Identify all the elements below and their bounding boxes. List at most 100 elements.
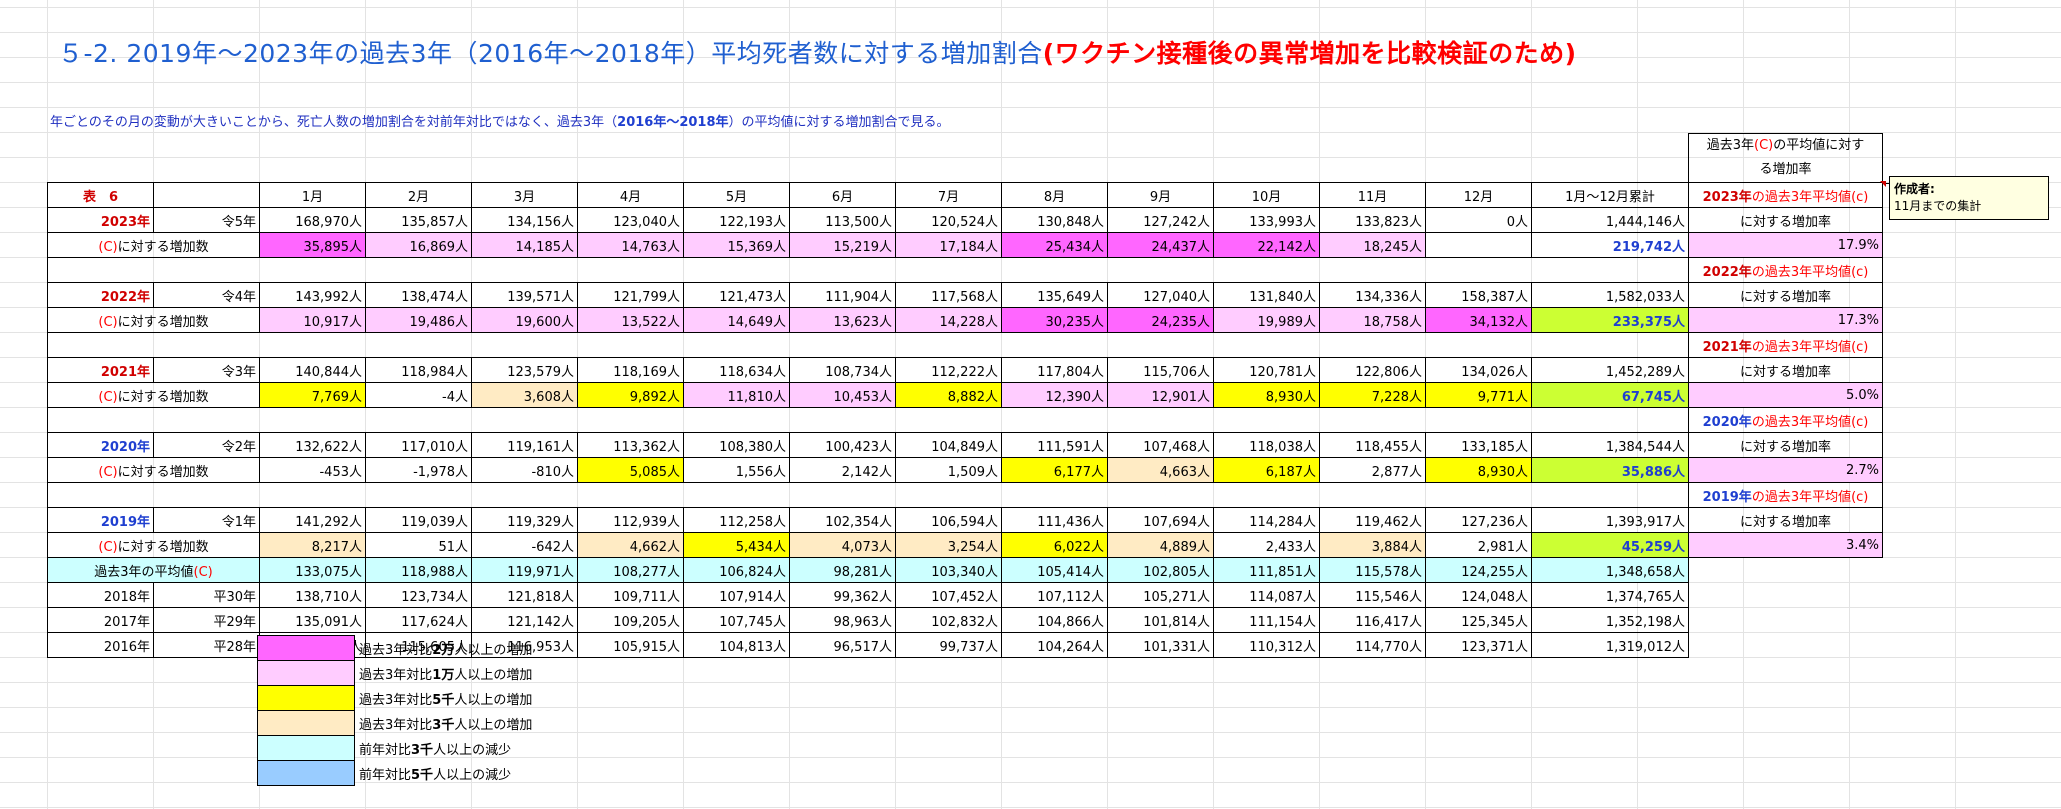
increase-value[interactable]: 8,217人 xyxy=(259,532,366,558)
month-value[interactable]: 141,292人 xyxy=(259,507,366,533)
month-value[interactable]: 139,571人 xyxy=(471,282,578,308)
past-month-value[interactable]: 138,710人 xyxy=(259,582,366,608)
past-year-label[interactable]: 2018年 xyxy=(47,582,154,608)
month-value[interactable]: 107,694人 xyxy=(1107,507,1214,533)
increase-value[interactable]: 2,142人 xyxy=(789,457,896,483)
past-month-value[interactable]: 121,142人 xyxy=(471,607,578,633)
month-value[interactable]: 112,222人 xyxy=(895,357,1002,383)
month-value[interactable]: 168,970人 xyxy=(259,207,366,233)
average-value[interactable]: 106,824人 xyxy=(683,557,790,583)
past-month-value[interactable]: 104,866人 xyxy=(1001,607,1108,633)
side-year-title[interactable]: 2022年の過去3年平均値(c) xyxy=(1688,257,1883,283)
month-value[interactable]: 134,026人 xyxy=(1425,357,1532,383)
past-month-value[interactable]: 104,813人 xyxy=(683,632,790,658)
era-label[interactable]: 令2年 xyxy=(153,432,260,458)
year-total[interactable]: 1,582,033人 xyxy=(1531,282,1689,308)
month-value[interactable]: 112,939人 xyxy=(577,507,684,533)
past-month-value[interactable]: 99,737人 xyxy=(895,632,1002,658)
month-value[interactable]: 133,185人 xyxy=(1425,432,1532,458)
month-value[interactable]: 118,984人 xyxy=(365,357,472,383)
month-value[interactable]: 111,591人 xyxy=(1001,432,1108,458)
side-year-title[interactable]: 2021年の過去3年平均値(c) xyxy=(1688,332,1883,358)
past-year-label[interactable]: 2016年 xyxy=(47,632,154,658)
month-value[interactable]: 138,474人 xyxy=(365,282,472,308)
month-value[interactable]: 120,781人 xyxy=(1213,357,1320,383)
side-rate-label[interactable]: に対する増加率 xyxy=(1688,432,1883,458)
side-rate[interactable]: 5.0% xyxy=(1688,382,1883,408)
past-month-value[interactable]: 123,371人 xyxy=(1425,632,1532,658)
past-month-value[interactable]: 107,452人 xyxy=(895,582,1002,608)
past-month-value[interactable]: 114,087人 xyxy=(1213,582,1320,608)
month-value[interactable]: 119,039人 xyxy=(365,507,472,533)
increase-value[interactable]: 24,437人 xyxy=(1107,232,1214,258)
increase-value[interactable]: 51人 xyxy=(365,532,472,558)
increase-value[interactable]: -810人 xyxy=(471,457,578,483)
past-month-value[interactable]: 107,914人 xyxy=(683,582,790,608)
increase-total[interactable]: 233,375人 xyxy=(1531,307,1689,333)
month-value[interactable]: 131,840人 xyxy=(1213,282,1320,308)
increase-value[interactable]: 12,901人 xyxy=(1107,382,1214,408)
past-month-value[interactable]: 107,745人 xyxy=(683,607,790,633)
increase-value[interactable] xyxy=(1425,232,1532,258)
month-value[interactable]: 134,156人 xyxy=(471,207,578,233)
year-total[interactable]: 1,444,146人 xyxy=(1531,207,1689,233)
side-year-title[interactable]: 2020年の過去3年平均値(c) xyxy=(1688,407,1883,433)
year-label[interactable]: 2019年 xyxy=(47,507,154,533)
average-value[interactable]: 98,281人 xyxy=(789,557,896,583)
month-value[interactable]: 133,993人 xyxy=(1213,207,1320,233)
month-value[interactable]: 111,904人 xyxy=(789,282,896,308)
month-value[interactable]: 121,799人 xyxy=(577,282,684,308)
side-year-title[interactable]: 2019年の過去3年平均値(c) xyxy=(1688,482,1883,508)
increase-value[interactable]: 9,892人 xyxy=(577,382,684,408)
past-month-value[interactable]: 116,953人 xyxy=(471,632,578,658)
month-value[interactable]: 102,354人 xyxy=(789,507,896,533)
past-month-value[interactable]: 105,271人 xyxy=(1107,582,1214,608)
month-value[interactable]: 130,848人 xyxy=(1001,207,1108,233)
past-month-value[interactable]: 117,624人 xyxy=(365,607,472,633)
side-year-title[interactable]: 2023年の過去3年平均値(c) xyxy=(1688,182,1883,208)
year-label[interactable]: 2023年 xyxy=(47,207,154,233)
month-value[interactable]: 111,436人 xyxy=(1001,507,1108,533)
past-era-label[interactable]: 平28年 xyxy=(153,632,260,658)
increase-value[interactable]: 6,187人 xyxy=(1213,457,1320,483)
average-value[interactable]: 111,851人 xyxy=(1213,557,1320,583)
increase-value[interactable]: 3,884人 xyxy=(1319,532,1426,558)
month-value[interactable]: 158,387人 xyxy=(1425,282,1532,308)
month-header[interactable]: 1月 xyxy=(259,182,366,208)
increase-value[interactable]: 18,245人 xyxy=(1319,232,1426,258)
month-value[interactable]: 118,634人 xyxy=(683,357,790,383)
era-label[interactable]: 令4年 xyxy=(153,282,260,308)
month-value[interactable]: 108,734人 xyxy=(789,357,896,383)
month-value[interactable]: 117,010人 xyxy=(365,432,472,458)
month-value[interactable]: 127,242人 xyxy=(1107,207,1214,233)
month-value[interactable]: 119,329人 xyxy=(471,507,578,533)
past-month-value[interactable]: 115,605人 xyxy=(365,632,472,658)
month-value[interactable]: 118,169人 xyxy=(577,357,684,383)
average-value[interactable]: 119,971人 xyxy=(471,557,578,583)
month-value[interactable]: 107,468人 xyxy=(1107,432,1214,458)
increase-value[interactable]: 18,758人 xyxy=(1319,307,1426,333)
month-value[interactable]: 106,594人 xyxy=(895,507,1002,533)
increase-value[interactable]: 5,434人 xyxy=(683,532,790,558)
past-month-value[interactable]: 121,818人 xyxy=(471,582,578,608)
month-value[interactable]: 115,706人 xyxy=(1107,357,1214,383)
increase-value[interactable]: 1,556人 xyxy=(683,457,790,483)
increase-label[interactable]: (C)に対する増加数 xyxy=(47,307,260,333)
average-value[interactable]: 105,414人 xyxy=(1001,557,1108,583)
increase-value[interactable]: -642人 xyxy=(471,532,578,558)
past-month-value[interactable]: 115,546人 xyxy=(1319,582,1426,608)
side-rate[interactable]: 3.4% xyxy=(1688,532,1883,558)
increase-value[interactable]: 30,235人 xyxy=(1001,307,1108,333)
increase-value[interactable]: 14,185人 xyxy=(471,232,578,258)
month-value[interactable]: 143,992人 xyxy=(259,282,366,308)
increase-value[interactable]: -4人 xyxy=(365,382,472,408)
total-header[interactable]: 1月～12月累計 xyxy=(1531,182,1689,208)
increase-value[interactable]: 35,895人 xyxy=(259,232,366,258)
increase-value[interactable]: 15,369人 xyxy=(683,232,790,258)
increase-value[interactable]: 8,930人 xyxy=(1213,382,1320,408)
increase-value[interactable]: 7,769人 xyxy=(259,382,366,408)
past-month-value[interactable]: 105,915人 xyxy=(577,632,684,658)
past-month-value[interactable]: 110,312人 xyxy=(1213,632,1320,658)
past-year-total[interactable]: 1,319,012人 xyxy=(1531,632,1689,658)
past-month-value[interactable]: 135,091人 xyxy=(259,607,366,633)
